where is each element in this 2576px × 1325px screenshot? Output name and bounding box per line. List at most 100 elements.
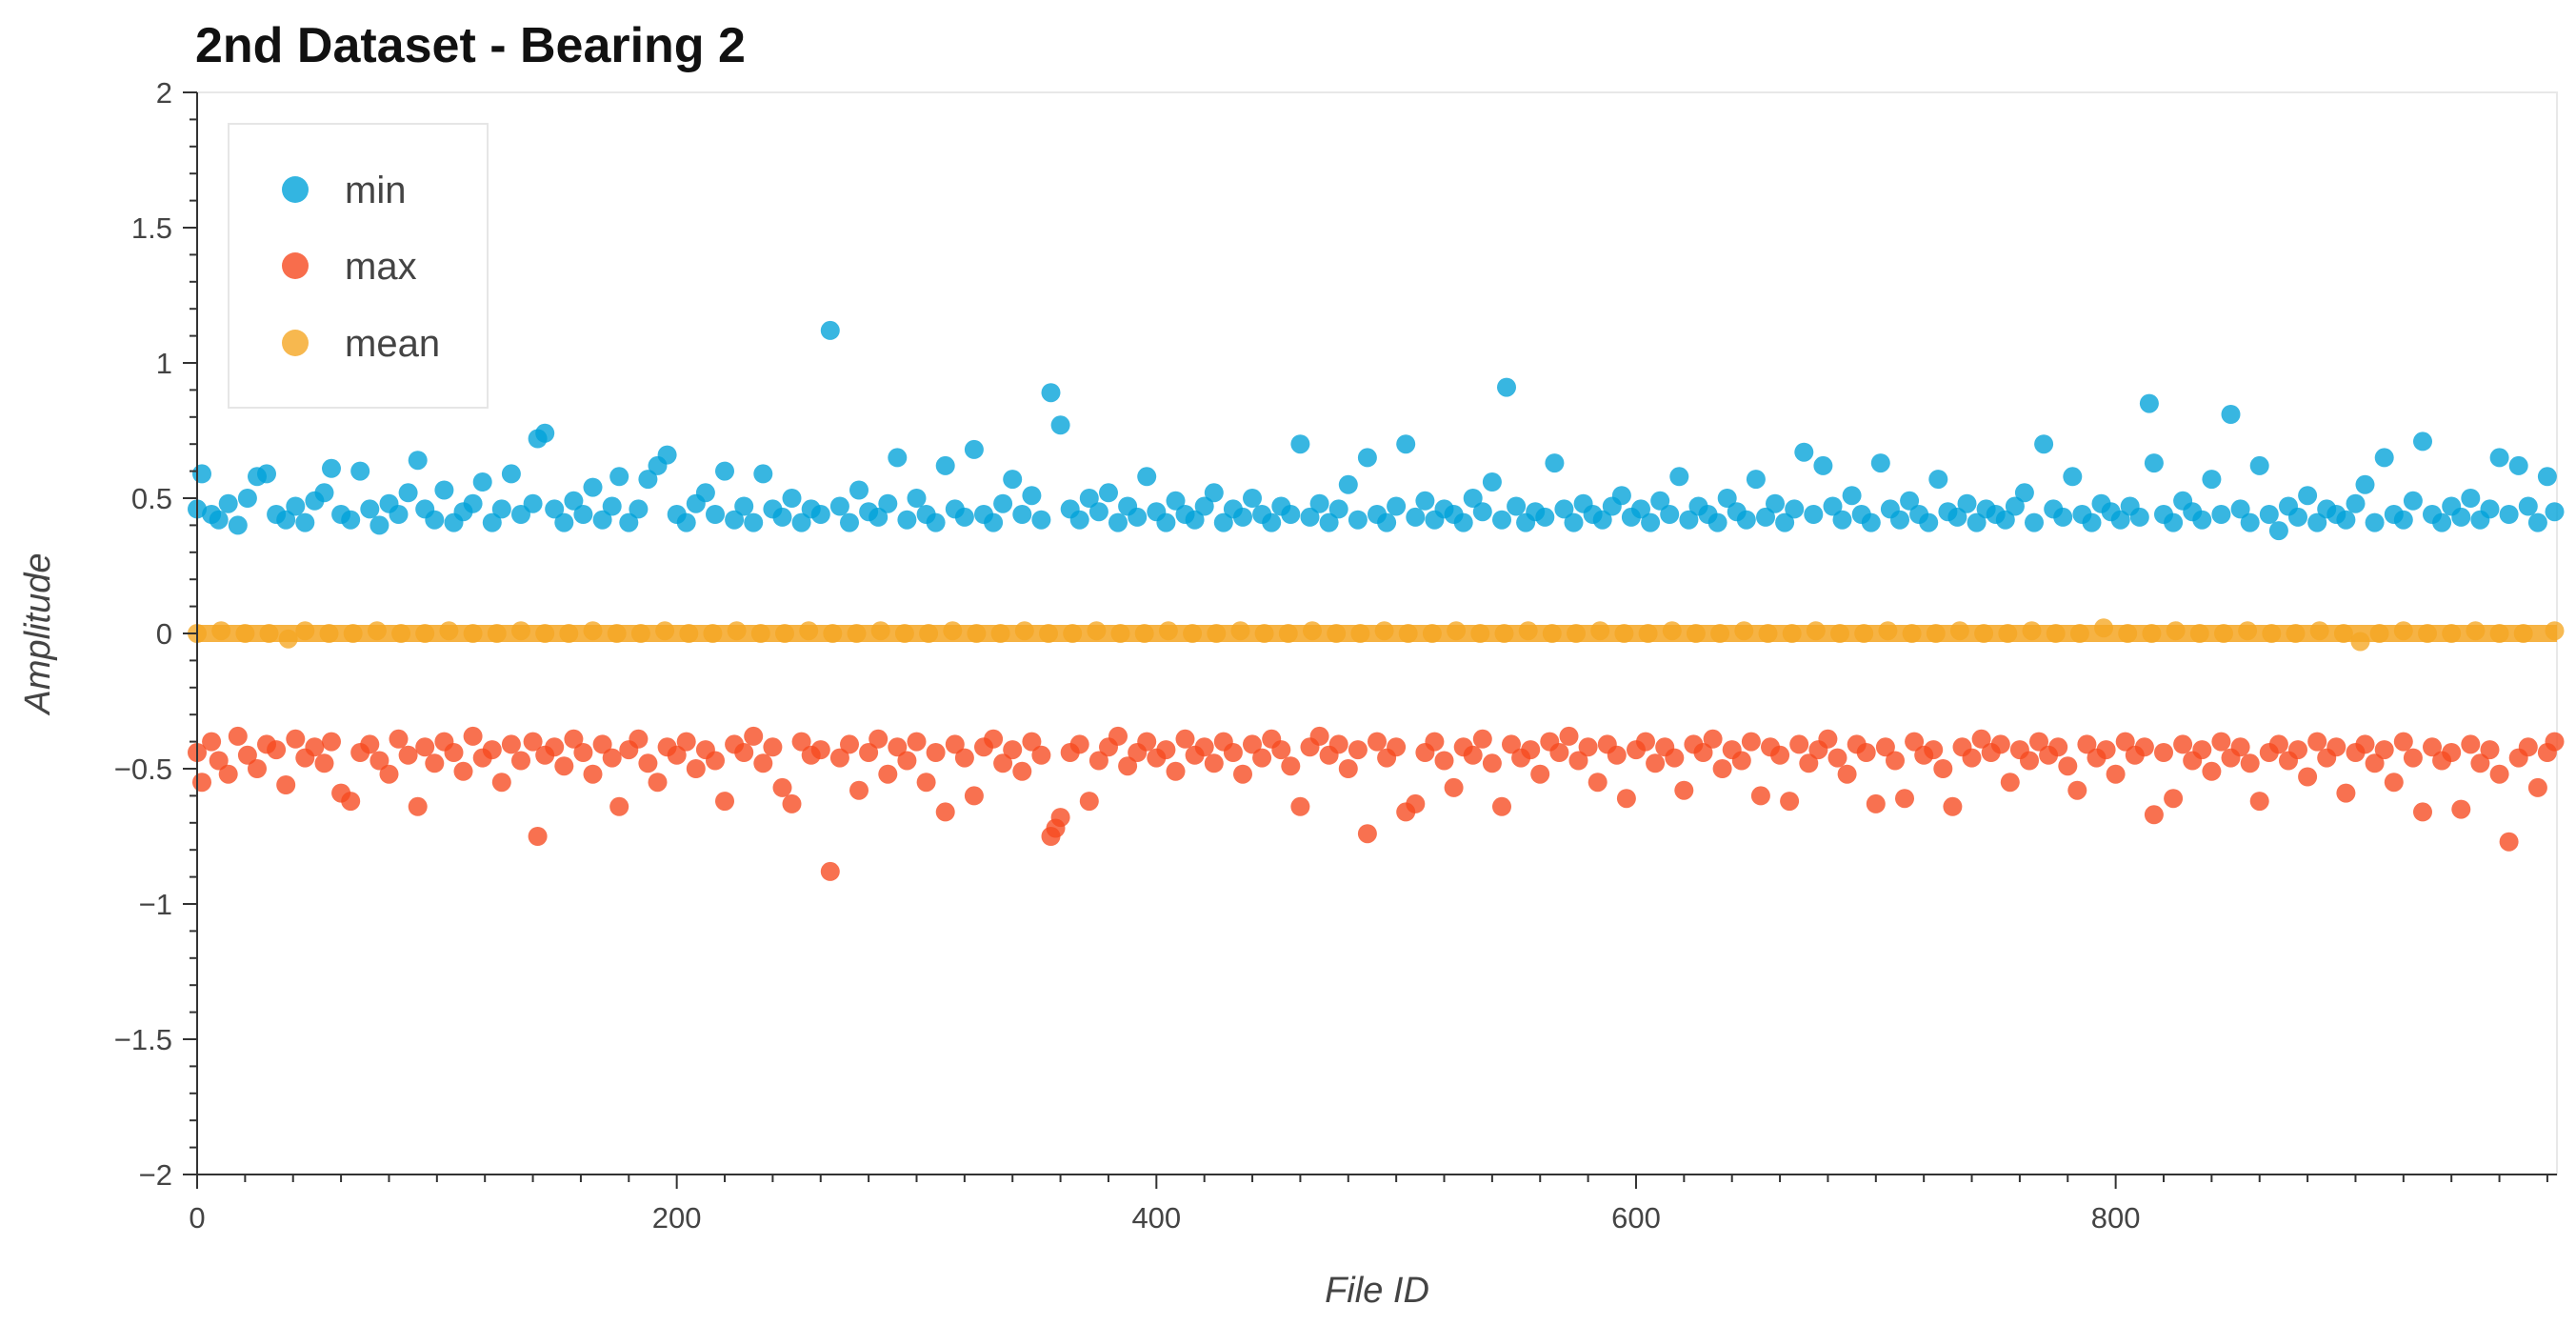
data-point-min bbox=[1041, 383, 1061, 403]
data-point-max bbox=[501, 734, 521, 754]
data-point-min bbox=[1185, 510, 1205, 530]
data-point-min bbox=[2063, 467, 2083, 487]
data-point-min bbox=[2393, 510, 2413, 530]
data-point-min bbox=[360, 499, 380, 519]
data-point-max bbox=[810, 740, 830, 760]
data-point-max bbox=[638, 753, 658, 773]
data-point-min bbox=[926, 512, 946, 532]
data-point-min bbox=[408, 451, 428, 471]
data-point-min bbox=[1204, 483, 1224, 503]
data-point-max bbox=[2403, 748, 2423, 768]
data-point-max bbox=[888, 737, 908, 757]
data-point-max bbox=[1646, 753, 1666, 773]
data-point-min bbox=[1262, 512, 1282, 532]
data-point-max bbox=[1118, 756, 1138, 776]
legend: min max mean bbox=[228, 123, 489, 409]
data-point-max bbox=[1328, 734, 1348, 754]
data-point-min bbox=[984, 512, 1004, 532]
data-point-min bbox=[1328, 499, 1348, 519]
data-point-min bbox=[1415, 491, 1435, 511]
mean-band bbox=[197, 625, 2557, 642]
data-point-min bbox=[1660, 505, 1680, 524]
data-point-max bbox=[763, 737, 783, 757]
data-point-min bbox=[1995, 510, 2015, 530]
data-point-min bbox=[228, 515, 248, 535]
data-point-min bbox=[1406, 507, 1426, 527]
data-point-max bbox=[379, 764, 399, 784]
data-point-min bbox=[954, 507, 974, 527]
data-point-min bbox=[1900, 491, 1920, 511]
data-point-min bbox=[592, 510, 612, 530]
data-point-min bbox=[2374, 448, 2394, 468]
data-point-min bbox=[573, 505, 593, 524]
data-point-min bbox=[1928, 470, 1948, 490]
data-point-max bbox=[2499, 832, 2519, 852]
data-point-max bbox=[192, 773, 211, 793]
data-point-min bbox=[791, 512, 811, 532]
data-point-min bbox=[2365, 512, 2385, 532]
data-point-min bbox=[1832, 510, 1852, 530]
data-point-max bbox=[2470, 753, 2490, 773]
data-point-min bbox=[1766, 493, 1785, 513]
data-point-max bbox=[1022, 732, 1042, 752]
data-point-min bbox=[1099, 483, 1118, 503]
data-point-min bbox=[1348, 510, 1368, 530]
y-tick-label: −2 bbox=[139, 1158, 172, 1192]
data-point-max bbox=[2211, 732, 2231, 752]
data-point-min bbox=[1031, 510, 1051, 530]
y-tick-label: 1 bbox=[156, 347, 172, 380]
data-point-max bbox=[1482, 753, 1502, 773]
data-point-min bbox=[350, 461, 370, 481]
data-point-max bbox=[1050, 808, 1070, 828]
data-point-max bbox=[1003, 740, 1023, 760]
data-point-min bbox=[2139, 393, 2159, 413]
data-point-min bbox=[2230, 499, 2250, 519]
data-point-max bbox=[2144, 805, 2164, 825]
data-point-min bbox=[341, 510, 361, 530]
data-point-max bbox=[1770, 745, 1790, 765]
data-point-max bbox=[1866, 793, 1886, 813]
data-point-max bbox=[202, 732, 222, 752]
data-point-min bbox=[1842, 486, 1862, 506]
data-point-max bbox=[1108, 726, 1128, 746]
data-point-min bbox=[609, 467, 629, 487]
data-point-min bbox=[1137, 467, 1157, 487]
data-point-min bbox=[1823, 496, 1843, 516]
data-point-min bbox=[2014, 483, 2034, 503]
data-point-max bbox=[1616, 789, 1636, 809]
data-point-max bbox=[706, 751, 725, 771]
data-point-max bbox=[1502, 734, 1521, 754]
data-point-max bbox=[2451, 799, 2471, 819]
data-point-max bbox=[1588, 773, 1608, 793]
data-point-max bbox=[667, 745, 687, 765]
data-point-max bbox=[408, 796, 428, 816]
data-point-max bbox=[564, 729, 584, 749]
data-point-min bbox=[1967, 512, 1987, 532]
data-point-min bbox=[2403, 491, 2423, 511]
data-point-min bbox=[2518, 496, 2538, 516]
data-point-min bbox=[2336, 510, 2356, 530]
data-point-min bbox=[782, 489, 802, 508]
data-point-max bbox=[2077, 734, 2097, 754]
data-point-max bbox=[2527, 777, 2547, 797]
data-point-min bbox=[2545, 502, 2565, 522]
data-point-max bbox=[2461, 734, 2481, 754]
data-point-min bbox=[1396, 434, 1416, 454]
data-point-max bbox=[1818, 729, 1838, 749]
data-point-max bbox=[1281, 756, 1301, 776]
data-point-max bbox=[314, 753, 334, 773]
data-point-max bbox=[907, 732, 927, 752]
data-point-max bbox=[360, 734, 380, 754]
data-point-min bbox=[1870, 453, 1890, 473]
data-point-min bbox=[676, 512, 696, 532]
data-point-min bbox=[2005, 496, 2025, 516]
data-point-max bbox=[1827, 748, 1847, 768]
data-point-max bbox=[2115, 732, 2135, 752]
data-point-max bbox=[1472, 729, 1492, 749]
data-point-min bbox=[706, 505, 725, 524]
data-point-max bbox=[993, 753, 1013, 773]
data-point-min bbox=[192, 464, 211, 484]
data-point-max bbox=[1348, 740, 1368, 760]
data-point-max bbox=[305, 737, 325, 757]
